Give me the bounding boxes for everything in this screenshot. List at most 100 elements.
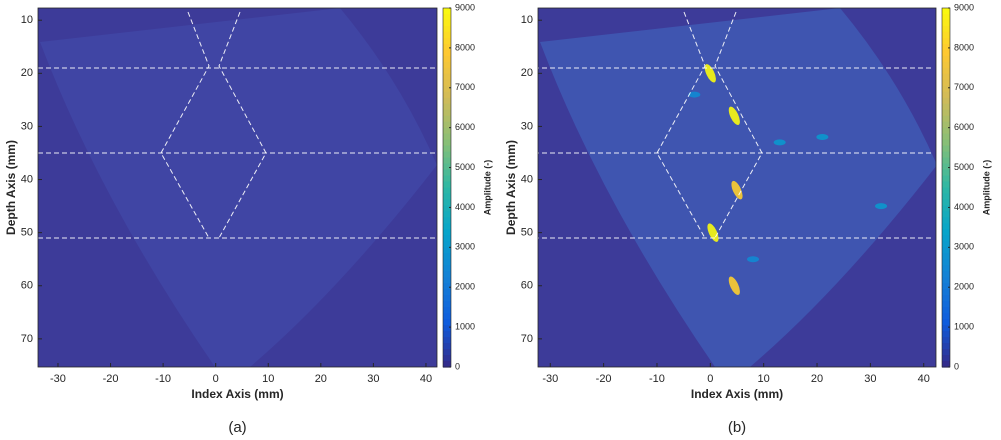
colorbar-tick-label: 8000 [954,42,974,52]
colorbar-segment [942,91,950,99]
colorbar-segment [942,307,950,314]
colorbar-segment [942,229,950,236]
colorbar-tick-label: 3000 [455,242,475,252]
colorbar-segment [942,127,950,135]
colorbar-segment [443,361,451,368]
colorbar-segment [942,361,950,368]
colorbar-segment [942,277,950,284]
x-tick-label: -20 [103,373,119,385]
colorbar-segment [443,343,451,350]
hotspot [704,64,716,83]
colorbar-segment [443,55,451,63]
colorbar-segment [443,277,451,284]
colorbar-segment [443,241,451,248]
colorbar-tick-label: 9000 [954,2,974,12]
colorbar-segment [443,301,451,308]
colorbar-segment [942,157,950,165]
panel-a: -30 -20 -10 0 10 20 30 40 10 20 30 40 50 60 70 Index Ax… [4,2,492,436]
dashed-diamond-right [714,11,763,239]
y-tick-label: 40 [21,173,33,185]
colorbar-segment [942,163,950,171]
colorbar-segment [443,43,451,51]
y-tick-label: 50 [521,227,533,239]
colorbar-segment [443,337,451,344]
colorbar-segment [942,187,950,195]
colorbar-segment [942,349,950,356]
y-tick-label: 70 [21,333,33,345]
colorbar-segment [942,151,950,159]
x-tick-label: 10 [262,373,274,385]
colorbar-segment [443,145,451,153]
dashed-diamond-left [656,11,706,239]
colorbar-segment [443,211,451,219]
colorbar-segment [942,355,950,362]
overlay [534,11,932,239]
colorbar-segment [942,37,950,45]
y-tick-label: 40 [521,173,533,185]
colorbar-segment [443,181,451,189]
hotspot [728,276,740,295]
colorbar-segment [443,331,451,338]
colorbar-segment [443,193,451,201]
hotspot [816,134,829,141]
colorbar-segment [942,109,950,117]
colorbar-segment [942,145,950,153]
dashed-diamond-left [160,11,210,239]
x-tick-label: -20 [596,373,612,385]
colorbar-segment [443,259,451,266]
y-tick-label: 20 [21,67,33,79]
colorbar-label: Amplitude (-) [482,160,492,216]
colorbar-segment [443,349,451,356]
colorbar-segment [942,139,950,147]
colorbar-segment [443,157,451,165]
colorbar-tick-label: 8000 [455,42,475,52]
colorbar-segment [942,169,950,177]
panel-b: -30 -20 -10 0 10 20 30 40 10 20 30 40 50 60 70 Index Ax… [504,2,991,436]
y-tick-label: 70 [521,333,533,345]
colorbar-segment [942,85,950,93]
colorbar-tick-label: 5000 [455,162,475,172]
colorbar-segment [942,61,950,69]
colorbar-segment [443,49,451,57]
x-axis-label: Index Axis (mm) [191,387,283,401]
colorbar-segment [942,181,950,189]
colorbar-segment [443,271,451,278]
colorbar-frame [442,7,452,368]
colorbar-segment [942,235,950,242]
colorbar-segment [443,73,451,81]
colorbar-segment [443,91,451,99]
colorbar-tick-label: 2000 [954,282,974,292]
x-tick-label: 0 [213,373,219,385]
colorbar-segment [443,121,451,129]
colorbar-segment [443,97,451,105]
colorbar-segment [942,343,950,350]
colorbar-segment [942,265,950,272]
colorbar-segment [942,55,950,63]
y-tick-label: 20 [521,67,533,79]
x-tick-label: 20 [315,373,327,385]
x-axis-label: Index Axis (mm) [691,387,783,401]
x-tick-label: 20 [811,373,823,385]
colorbar-segment [942,49,950,57]
colorbar-segment [443,235,451,242]
colorbar-tick-label: 9000 [455,2,475,12]
hotspot [731,180,743,200]
y-tick-label: 30 [521,120,533,132]
dashed-diamond-right [218,11,267,239]
colorbar-segment [942,79,950,87]
x-tick-label: -10 [155,373,171,385]
colorbar-segment [942,133,950,141]
colorbar-segment [942,253,950,260]
colorbar-segment [942,97,950,105]
colorbar-segment [443,163,451,171]
axes-frame [37,7,438,368]
hotspot [728,106,740,126]
colorbar-segment [942,8,950,15]
colorbar-segment [942,31,950,39]
colorbar-segment [443,31,451,39]
colorbar-segment [443,217,451,224]
colorbar-segment [942,211,950,219]
colorbar-segment [942,289,950,296]
colorbar-segment [443,295,451,302]
x-tick-label: -30 [50,373,66,385]
